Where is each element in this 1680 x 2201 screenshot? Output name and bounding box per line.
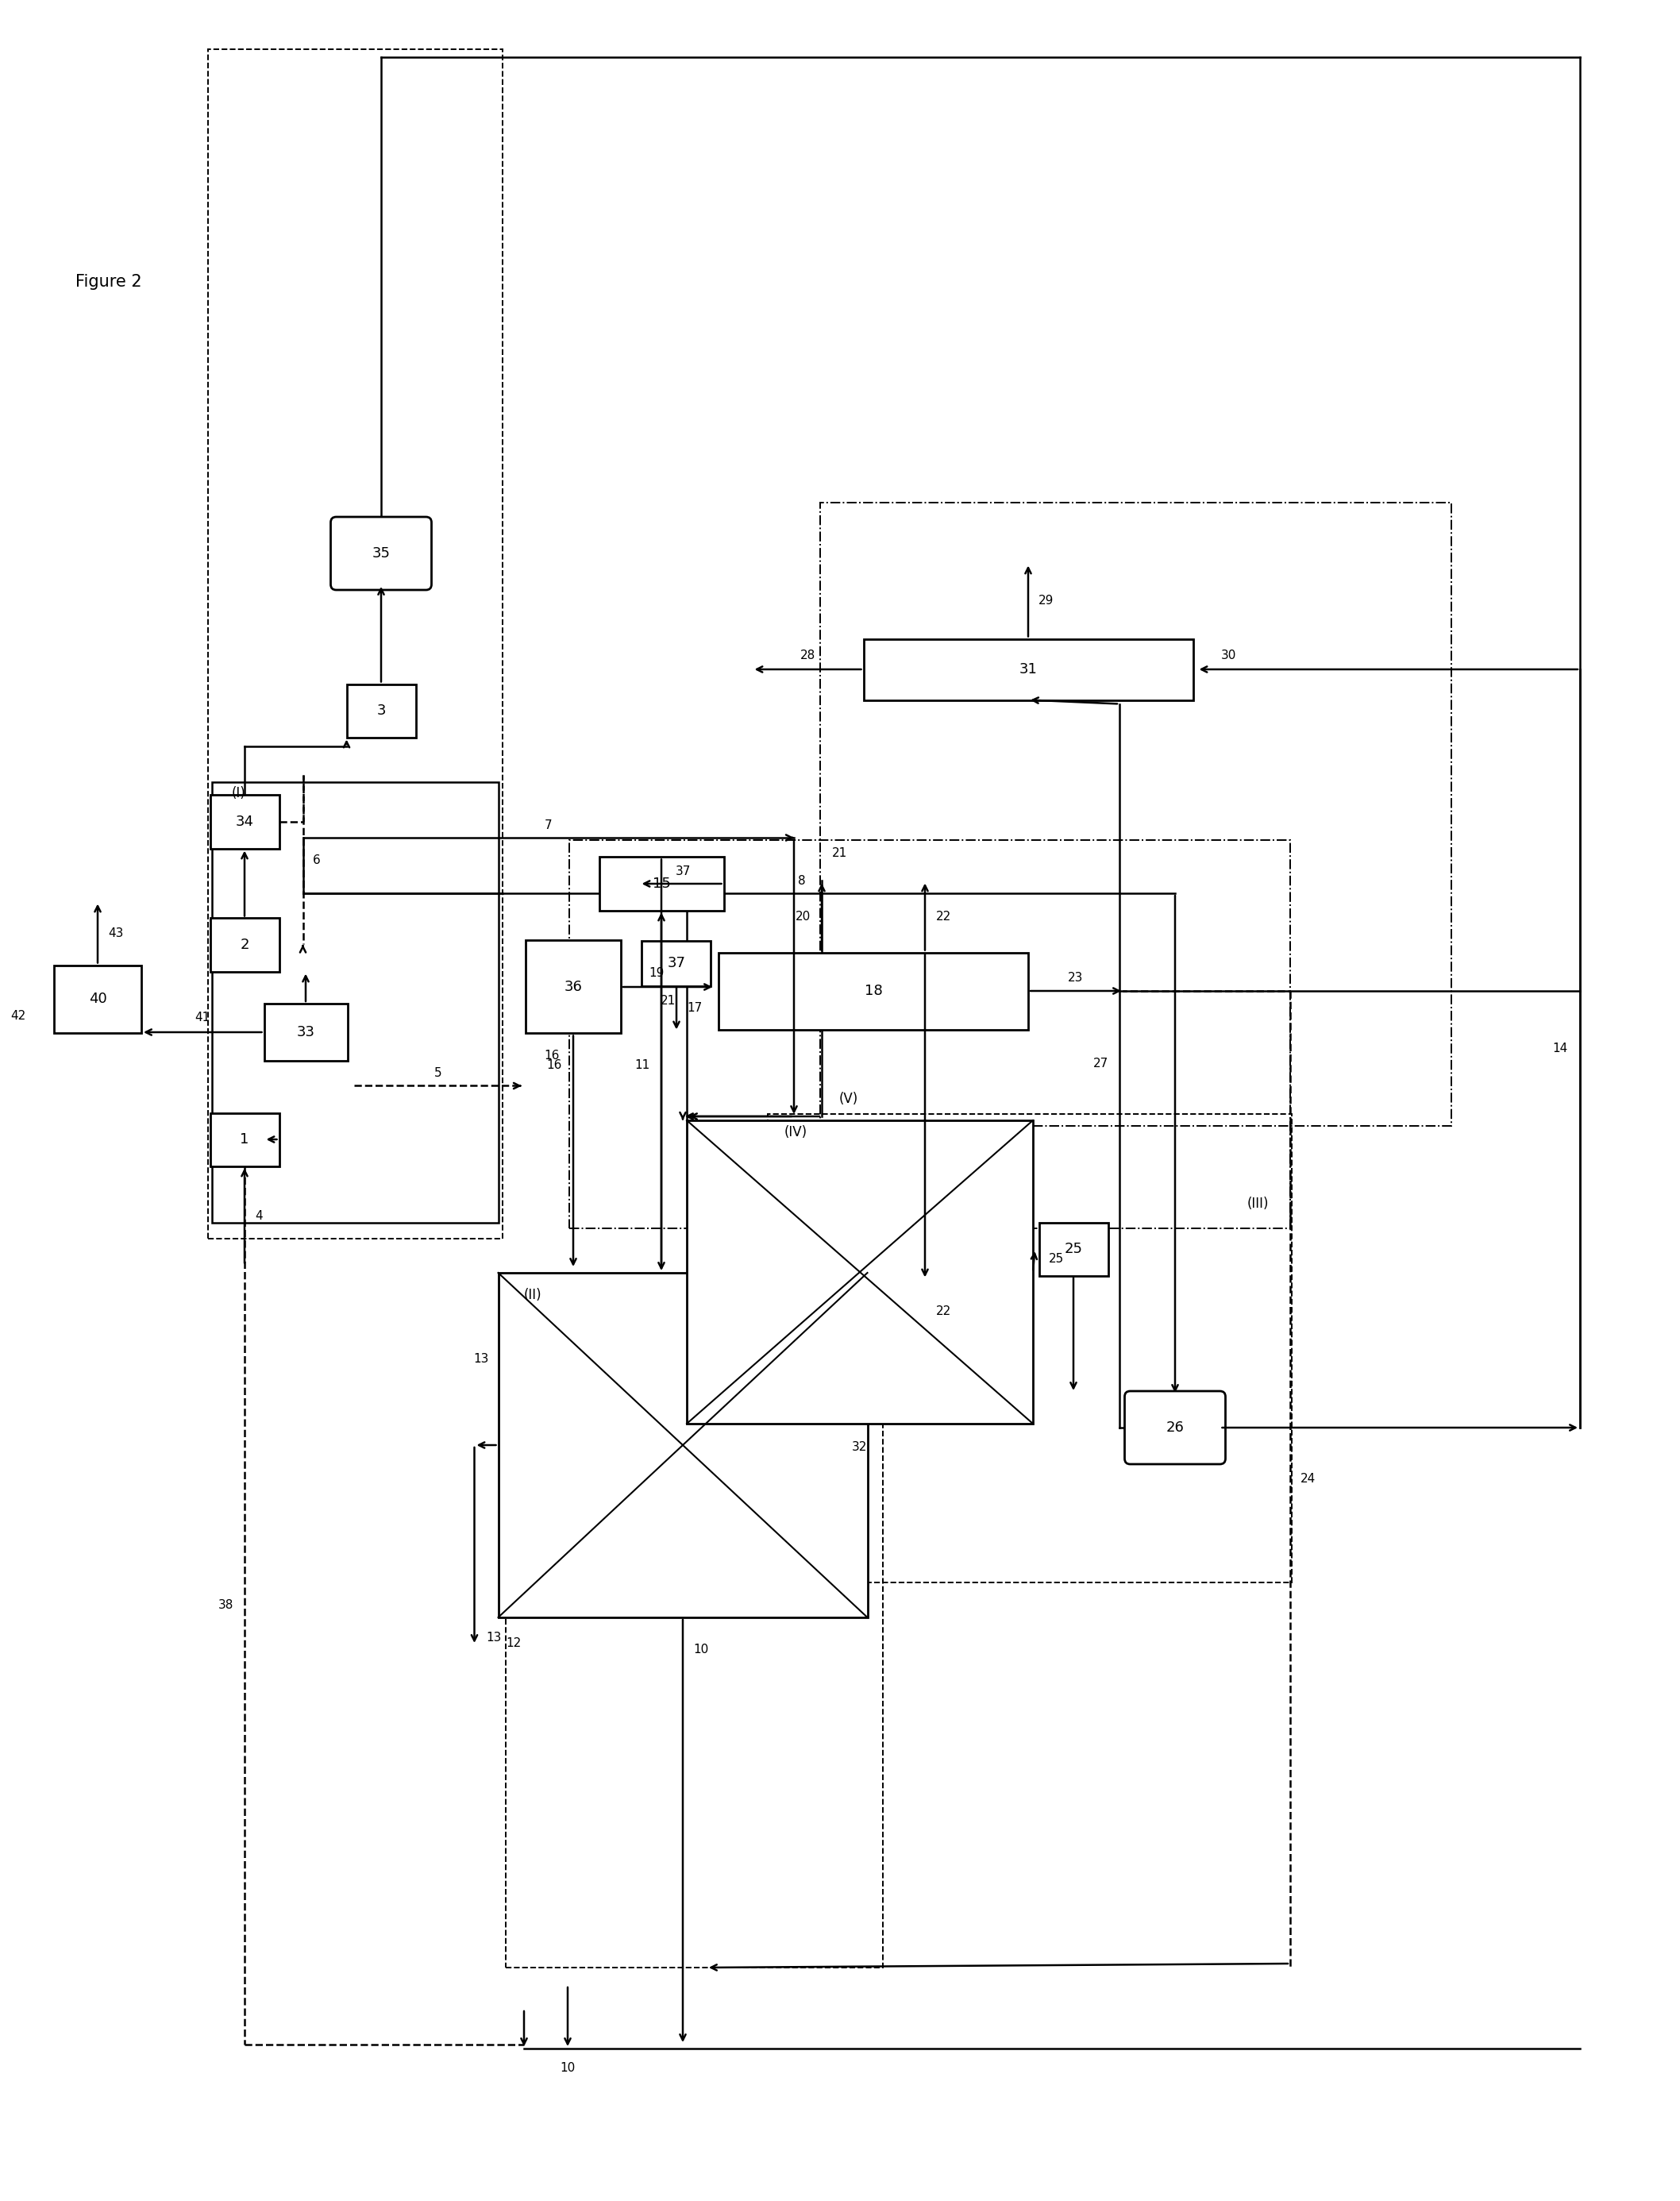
FancyBboxPatch shape bbox=[1124, 1391, 1225, 1464]
Text: 31: 31 bbox=[1020, 663, 1037, 676]
Bar bbox=[600, 856, 724, 911]
Text: 10: 10 bbox=[559, 2062, 575, 2073]
Bar bbox=[687, 1120, 1033, 1424]
Bar bbox=[864, 638, 1193, 700]
Text: (V): (V) bbox=[840, 1092, 858, 1107]
Bar bbox=[642, 940, 711, 986]
Text: 3: 3 bbox=[376, 704, 386, 718]
Text: 11: 11 bbox=[635, 1059, 650, 1072]
Text: 15: 15 bbox=[652, 876, 670, 891]
Bar bbox=[210, 1114, 279, 1167]
Text: 16: 16 bbox=[544, 1050, 559, 1061]
Text: (IV): (IV) bbox=[785, 1125, 808, 1140]
FancyBboxPatch shape bbox=[331, 517, 432, 590]
Text: 2: 2 bbox=[240, 938, 249, 953]
Text: 4: 4 bbox=[255, 1211, 262, 1222]
Text: (I): (I) bbox=[232, 786, 245, 801]
Text: Figure 2: Figure 2 bbox=[76, 273, 141, 291]
Text: 37: 37 bbox=[675, 865, 690, 876]
Text: 13: 13 bbox=[474, 1354, 489, 1365]
Bar bbox=[768, 1114, 1292, 1583]
Text: 18: 18 bbox=[864, 984, 882, 997]
Text: 33: 33 bbox=[297, 1026, 314, 1039]
Text: 14: 14 bbox=[1552, 1043, 1567, 1054]
Text: 27: 27 bbox=[1094, 1059, 1109, 1070]
Text: 35: 35 bbox=[371, 546, 390, 561]
Text: 25: 25 bbox=[1065, 1241, 1082, 1257]
Text: 8: 8 bbox=[798, 874, 806, 887]
Text: 32: 32 bbox=[852, 1442, 867, 1453]
Text: 22: 22 bbox=[936, 1305, 951, 1316]
Text: (III): (III) bbox=[1247, 1197, 1268, 1211]
Text: 5: 5 bbox=[433, 1067, 442, 1078]
Bar bbox=[212, 781, 499, 1224]
Text: 21: 21 bbox=[832, 847, 847, 858]
Text: 10: 10 bbox=[694, 1644, 709, 1655]
Text: 43: 43 bbox=[108, 927, 123, 940]
Text: 25: 25 bbox=[1048, 1252, 1063, 1263]
Bar bbox=[820, 502, 1452, 1127]
Bar bbox=[54, 964, 141, 1032]
Text: 19: 19 bbox=[648, 968, 664, 979]
Text: 34: 34 bbox=[235, 814, 254, 830]
Text: 20: 20 bbox=[795, 911, 811, 922]
Bar bbox=[570, 841, 1290, 1228]
Text: 42: 42 bbox=[10, 1010, 25, 1021]
Text: 1: 1 bbox=[240, 1131, 249, 1147]
Bar bbox=[208, 48, 502, 1239]
Bar bbox=[346, 685, 415, 737]
Bar bbox=[264, 1004, 348, 1061]
Text: 40: 40 bbox=[89, 993, 108, 1006]
Text: 13: 13 bbox=[486, 1631, 502, 1644]
Bar bbox=[210, 795, 279, 847]
Text: 16: 16 bbox=[546, 1059, 563, 1072]
Text: 23: 23 bbox=[1068, 971, 1084, 984]
Bar bbox=[210, 918, 279, 971]
Bar bbox=[499, 1272, 867, 1618]
Text: 29: 29 bbox=[1038, 594, 1053, 607]
Bar bbox=[719, 953, 1028, 1030]
Text: 7: 7 bbox=[544, 819, 553, 832]
Text: (II): (II) bbox=[524, 1288, 543, 1303]
Text: 38: 38 bbox=[218, 1600, 234, 1611]
Text: 37: 37 bbox=[667, 955, 685, 971]
Bar bbox=[1038, 1222, 1107, 1277]
Text: 22: 22 bbox=[936, 911, 951, 922]
Text: 28: 28 bbox=[800, 649, 815, 663]
Text: 21: 21 bbox=[660, 995, 675, 1006]
Text: 6: 6 bbox=[312, 854, 321, 865]
Bar bbox=[526, 940, 622, 1034]
Text: 12: 12 bbox=[506, 1638, 521, 1649]
Text: 36: 36 bbox=[564, 979, 583, 995]
Text: 26: 26 bbox=[1166, 1420, 1184, 1435]
Text: 30: 30 bbox=[1221, 649, 1236, 663]
Text: 17: 17 bbox=[687, 1001, 702, 1012]
Bar bbox=[506, 1274, 884, 1968]
Text: 24: 24 bbox=[1300, 1472, 1315, 1486]
Text: 41: 41 bbox=[195, 1012, 210, 1023]
